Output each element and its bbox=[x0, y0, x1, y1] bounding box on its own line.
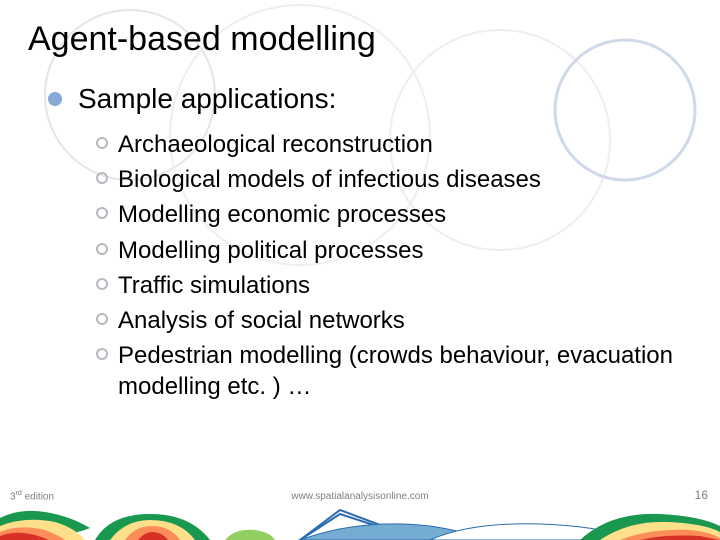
sub-bullet-item: Biological models of infectious diseases bbox=[96, 164, 692, 195]
footer-url: www.spatialanalysisonline.com bbox=[291, 491, 428, 502]
ring-bullet-icon bbox=[96, 313, 108, 325]
ring-bullet-icon bbox=[96, 137, 108, 149]
sub-bullet-text: Pedestrian modelling (crowds behaviour, … bbox=[118, 340, 692, 402]
sub-bullet-item: Pedestrian modelling (crowds behaviour, … bbox=[96, 340, 692, 402]
disc-bullet-icon bbox=[48, 92, 62, 106]
sub-bullet-list: Archaeological reconstruction Biological … bbox=[96, 129, 692, 403]
ring-bullet-icon bbox=[96, 207, 108, 219]
ring-bullet-icon bbox=[96, 243, 108, 255]
bullet-level1: Sample applications: bbox=[48, 83, 692, 115]
ring-bullet-icon bbox=[96, 348, 108, 360]
sub-bullet-text: Biological models of infectious diseases bbox=[118, 164, 541, 195]
sub-bullet-item: Modelling political processes bbox=[96, 235, 692, 266]
footer-page-number: 16 bbox=[695, 488, 708, 502]
ring-bullet-icon bbox=[96, 278, 108, 290]
sub-bullet-item: Traffic simulations bbox=[96, 270, 692, 301]
sub-bullet-text: Archaeological reconstruction bbox=[118, 129, 433, 160]
decorative-bottom-strip bbox=[0, 508, 720, 540]
sub-bullet-text: Traffic simulations bbox=[118, 270, 310, 301]
sub-bullet-text: Modelling economic processes bbox=[118, 199, 446, 230]
slide-body: Agent-based modelling Sample application… bbox=[0, 0, 720, 540]
sub-bullet-text: Modelling political processes bbox=[118, 235, 423, 266]
slide-title: Agent-based modelling bbox=[28, 20, 692, 59]
ring-bullet-icon bbox=[96, 172, 108, 184]
footer-edition: 3rd edition bbox=[10, 490, 54, 502]
level1-text: Sample applications: bbox=[78, 83, 336, 115]
sub-bullet-item: Analysis of social networks bbox=[96, 305, 692, 336]
edition-word: edition bbox=[22, 491, 54, 502]
sub-bullet-item: Modelling economic processes bbox=[96, 199, 692, 230]
sub-bullet-item: Archaeological reconstruction bbox=[96, 129, 692, 160]
sub-bullet-text: Analysis of social networks bbox=[118, 305, 405, 336]
